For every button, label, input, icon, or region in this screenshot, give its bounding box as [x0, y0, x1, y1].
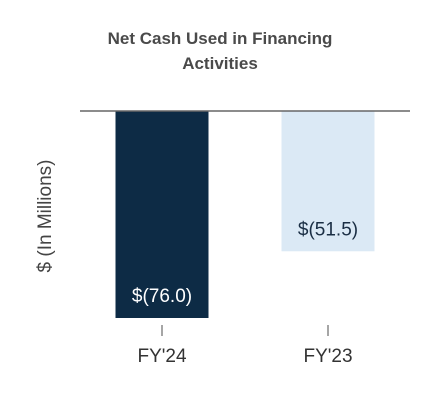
bar: [281, 111, 375, 252]
y-axis-label: $ (In Millions): [35, 160, 56, 273]
x-tick-label: FY'24: [137, 346, 186, 367]
chart-title: Net Cash Used in Financing Activities: [107, 29, 333, 73]
value-label: $(51.5): [298, 219, 358, 240]
bar: [115, 111, 209, 318]
value-label: $(76.0): [132, 286, 192, 307]
x-tick-label: FY'23: [303, 346, 352, 367]
